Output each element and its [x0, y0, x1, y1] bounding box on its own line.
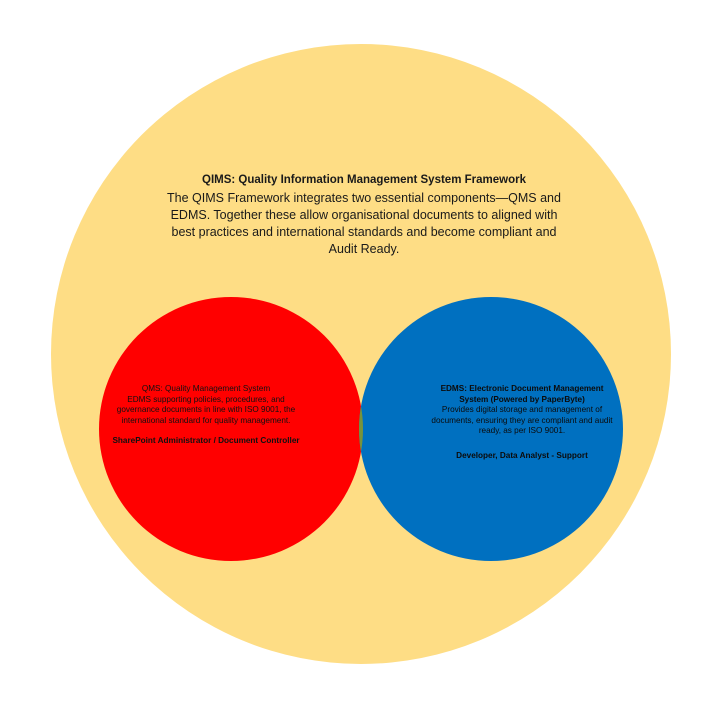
- outer-circle-text: QIMS: Quality Information Management Sys…: [160, 172, 568, 258]
- qms-circle: [99, 297, 363, 561]
- framework-description: The QIMS Framework integrates two essent…: [167, 191, 561, 256]
- edms-role: Developer, Data Analyst - Support: [456, 450, 588, 460]
- qms-role: SharePoint Administrator / Document Cont…: [112, 436, 300, 445]
- edms-circle-text: EDMS: Electronic Document Management Sys…: [430, 384, 614, 461]
- edms-circle: [359, 297, 623, 561]
- edms-description: Provides digital storage and management …: [431, 405, 613, 435]
- qms-title: QMS: Quality Management System: [141, 384, 271, 393]
- edms-title: EDMS: Electronic Document Management Sys…: [440, 384, 604, 404]
- qms-circle-text: QMS: Quality Management System EDMS supp…: [108, 384, 304, 447]
- qms-description: EDMS supporting policies, procedures, an…: [116, 394, 296, 425]
- framework-title: QIMS: Quality Information Management Sys…: [202, 174, 526, 186]
